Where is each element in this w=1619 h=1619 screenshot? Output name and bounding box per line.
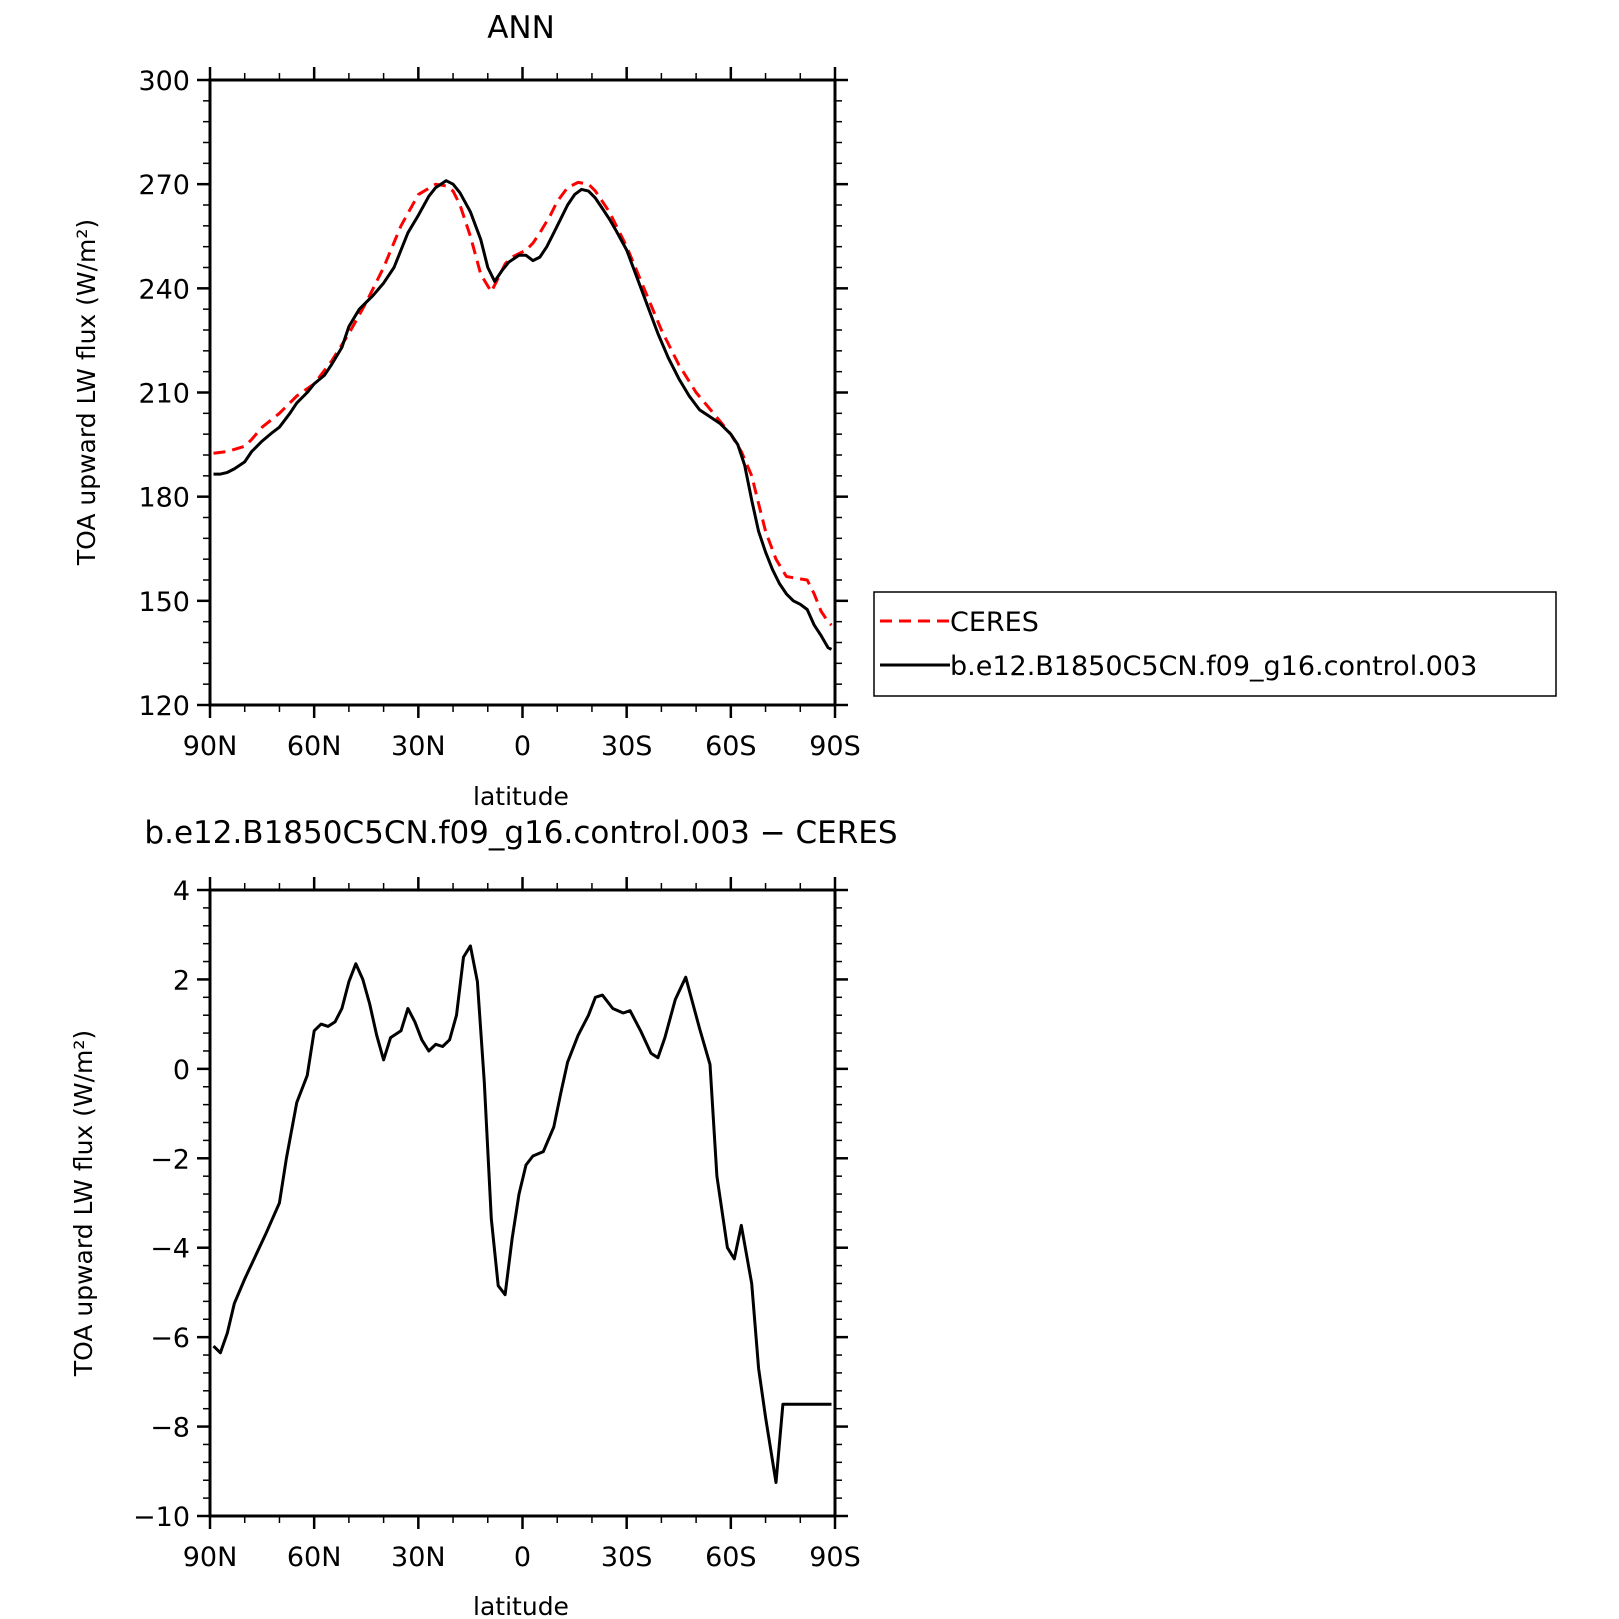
bottom-x-tick-label: 60S: [705, 1542, 757, 1573]
top-x-tick-label: 90S: [809, 731, 861, 762]
top-x-tick-label: 90N: [183, 731, 238, 762]
legend: CERES b.e12.B1850C5CN.f09_g16.control.00…: [873, 591, 1557, 697]
top-x-tick-label: 30N: [391, 731, 446, 762]
top-y-tick-label: 180: [138, 483, 190, 514]
top-series-lines: [213, 179, 833, 651]
bottom-y-tick-label: 0: [173, 1055, 190, 1086]
top-x-tick-label: 60S: [705, 731, 757, 762]
bottom-chart-title: b.e12.B1850C5CN.f09_g16.control.003 − CE…: [144, 815, 897, 851]
top-y-tick-label: 120: [138, 691, 190, 722]
bottom-y-tick-label: 4: [173, 876, 190, 907]
bottom-x-tick-label: 60N: [287, 1542, 342, 1573]
bottom-y-tick-label: 2: [173, 965, 190, 996]
bottom-series-line-0: [212, 944, 832, 1484]
bottom-x-tick-label: 30S: [601, 1542, 653, 1573]
top-tick-labels: 120 150 180 210 240 270 300 90N 60N 30N 0 30S 60S 90S: [138, 66, 860, 762]
legend-box: [873, 591, 1557, 697]
bottom-x-tick-label: 90N: [183, 1542, 238, 1573]
top-x-tick-label: 30S: [601, 731, 653, 762]
top-panel: ANN 120 150 180 210 240 270 300 90N 60N 30N 0 30S 60…: [72, 10, 861, 811]
top-y-tick-label: 270: [138, 170, 190, 201]
bottom-y-tick-label: −6: [150, 1323, 190, 1354]
top-x-tick-label: 60N: [287, 731, 342, 762]
top-y-tick-label: 150: [138, 587, 190, 618]
bottom-plot-frame: [208, 888, 837, 1518]
bottom-y-tick-label: −8: [150, 1413, 190, 1444]
bottom-axes-ticks: [197, 877, 848, 1529]
top-x-axis-title: latitude: [473, 782, 569, 811]
bottom-panel: b.e12.B1850C5CN.f09_g16.control.003 − CE…: [69, 815, 898, 1619]
bottom-x-tick-label: 90S: [809, 1542, 861, 1573]
top-plot-frame: [208, 78, 837, 707]
legend-label-ceres: CERES: [950, 607, 1039, 638]
legend-label-model: b.e12.B1850C5CN.f09_g16.control.003: [950, 651, 1477, 682]
top-series-line-0: [213, 180, 833, 627]
top-x-tick-label: 0: [514, 731, 531, 762]
top-axes-ticks: [197, 67, 848, 718]
bottom-y-tick-label: −4: [150, 1234, 190, 1265]
top-y-tick-label: 300: [138, 66, 190, 97]
bottom-series-lines: [212, 944, 832, 1484]
bottom-x-axis-title: latitude: [473, 1592, 569, 1619]
bottom-x-tick-label: 30N: [391, 1542, 446, 1573]
bottom-y-axis-title: TOA upward LW flux (W/m²): [69, 1030, 98, 1377]
bottom-y-tick-label: −2: [150, 1144, 190, 1175]
bottom-tick-labels: −10 −8 −6 −4 −2 0 2 4 90N 60N 30N 0 30S 60S 90S: [133, 876, 861, 1573]
top-series-line-1: [213, 179, 833, 651]
bottom-x-tick-label: 0: [514, 1542, 531, 1573]
top-y-tick-label: 240: [138, 274, 190, 305]
top-y-tick-label: 210: [138, 379, 190, 410]
top-y-axis-title: TOA upward LW flux (W/m²): [72, 219, 101, 566]
bottom-y-tick-label: −10: [133, 1502, 190, 1533]
top-chart-title: ANN: [487, 10, 555, 46]
